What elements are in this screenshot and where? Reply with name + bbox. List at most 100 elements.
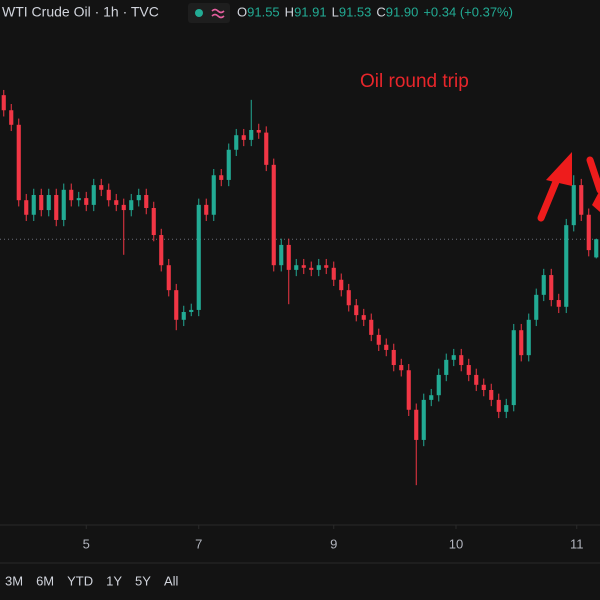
range-button[interactable]: 6M — [36, 573, 54, 588]
candle-body — [226, 149, 231, 180]
candle-body — [279, 244, 284, 266]
candle-body — [1, 95, 6, 111]
sync-icon — [211, 8, 225, 19]
candle-body — [361, 315, 366, 320]
candle-body — [384, 344, 389, 350]
range-toolbar: 3M 6M YTD 1Y 5Y All — [5, 573, 178, 588]
candle-body — [76, 198, 81, 201]
candle-body — [594, 239, 599, 258]
candle-body — [181, 312, 186, 320]
candle-body — [436, 374, 441, 396]
candle-body — [519, 330, 524, 356]
range-button[interactable]: All — [164, 573, 179, 588]
candle-body — [61, 189, 66, 220]
candle-body — [429, 395, 434, 400]
candle-body — [196, 204, 201, 310]
candle-body — [106, 189, 111, 201]
candle-body — [31, 195, 36, 215]
candle-body — [504, 405, 509, 412]
candle-body — [346, 290, 351, 306]
candle-body — [39, 195, 44, 211]
arrow-head — [546, 152, 572, 186]
range-button[interactable]: 3M — [5, 573, 23, 588]
candle-body — [331, 267, 336, 280]
plot-area — [0, 89, 600, 486]
candle-body — [369, 319, 374, 335]
legend-icons-box — [188, 3, 230, 23]
status-dot — [195, 9, 203, 17]
candle-body — [241, 135, 246, 140]
x-tick-label: 10 — [449, 536, 463, 551]
candle-body — [166, 265, 171, 291]
legend-value: 91.91 — [294, 4, 327, 19]
candle-body — [151, 208, 156, 236]
candle-body — [474, 374, 479, 385]
legend-change: +0.34 (+0.37%) — [423, 4, 513, 19]
candle-body — [204, 204, 209, 215]
candle-body — [556, 300, 561, 307]
x-tick-label: 7 — [195, 536, 202, 551]
legend-values: O 91.55 H 91.91 L 91.53 C 91.90 +0.34 (+0.37%) — [237, 4, 513, 19]
candle-body — [271, 164, 276, 266]
candle-body — [316, 265, 321, 270]
candle-body — [219, 175, 224, 180]
legend-prefix: L — [332, 4, 339, 19]
candle-body — [99, 185, 104, 190]
candle-body — [586, 214, 591, 251]
candle-body — [481, 384, 486, 390]
arrow-shaft — [586, 156, 600, 194]
candle-body — [451, 355, 456, 360]
candle-body — [9, 110, 14, 125]
legend-prefix: C — [376, 4, 385, 19]
legend-value: 91.53 — [339, 4, 372, 19]
candle-body — [444, 359, 449, 375]
candle-body — [211, 175, 216, 215]
candle-body — [406, 370, 411, 410]
candle-body — [24, 200, 29, 215]
candle-body — [549, 275, 554, 301]
legend-prefix: H — [285, 4, 294, 19]
candle-body — [91, 185, 96, 205]
annotation: Oil round trip — [360, 71, 469, 92]
range-button[interactable]: 5Y — [135, 573, 151, 588]
candle-body — [256, 130, 261, 133]
candle-body — [264, 132, 269, 165]
range-button[interactable]: 1Y — [106, 573, 122, 588]
candle-body — [541, 275, 546, 295]
candle-body — [159, 235, 164, 266]
candle-body — [564, 225, 569, 307]
candle-body — [579, 185, 584, 215]
candle-body — [399, 365, 404, 371]
legend-value: 91.90 — [386, 4, 419, 19]
candle-body — [54, 195, 59, 220]
candle-body — [174, 290, 179, 320]
arrow-head — [592, 190, 600, 212]
legend-title: WTI Crude Oil · 1h · TVC — [2, 4, 159, 20]
candle-body — [16, 124, 21, 201]
candle-body — [309, 267, 314, 270]
candle-body — [114, 200, 119, 205]
candle-body — [286, 244, 291, 270]
arrows — [537, 152, 600, 222]
candle-body — [376, 334, 381, 345]
candle-body — [526, 319, 531, 356]
candle-body — [249, 130, 254, 140]
candle-body — [534, 294, 539, 320]
candle-body — [69, 189, 74, 201]
range-button[interactable]: YTD — [67, 573, 93, 588]
candle-body — [234, 135, 239, 150]
candle-body — [121, 204, 126, 211]
x-tick-label: 11 — [570, 536, 584, 551]
x-tick-label: 5 — [83, 536, 90, 551]
candle-body — [459, 355, 464, 366]
candle-body — [84, 198, 89, 205]
candle-body — [421, 399, 426, 440]
x-tick-label: 9 — [330, 536, 337, 551]
candle-body — [136, 195, 141, 201]
candle-body — [129, 200, 134, 211]
candle-body — [496, 399, 501, 412]
candle-body — [489, 390, 494, 400]
